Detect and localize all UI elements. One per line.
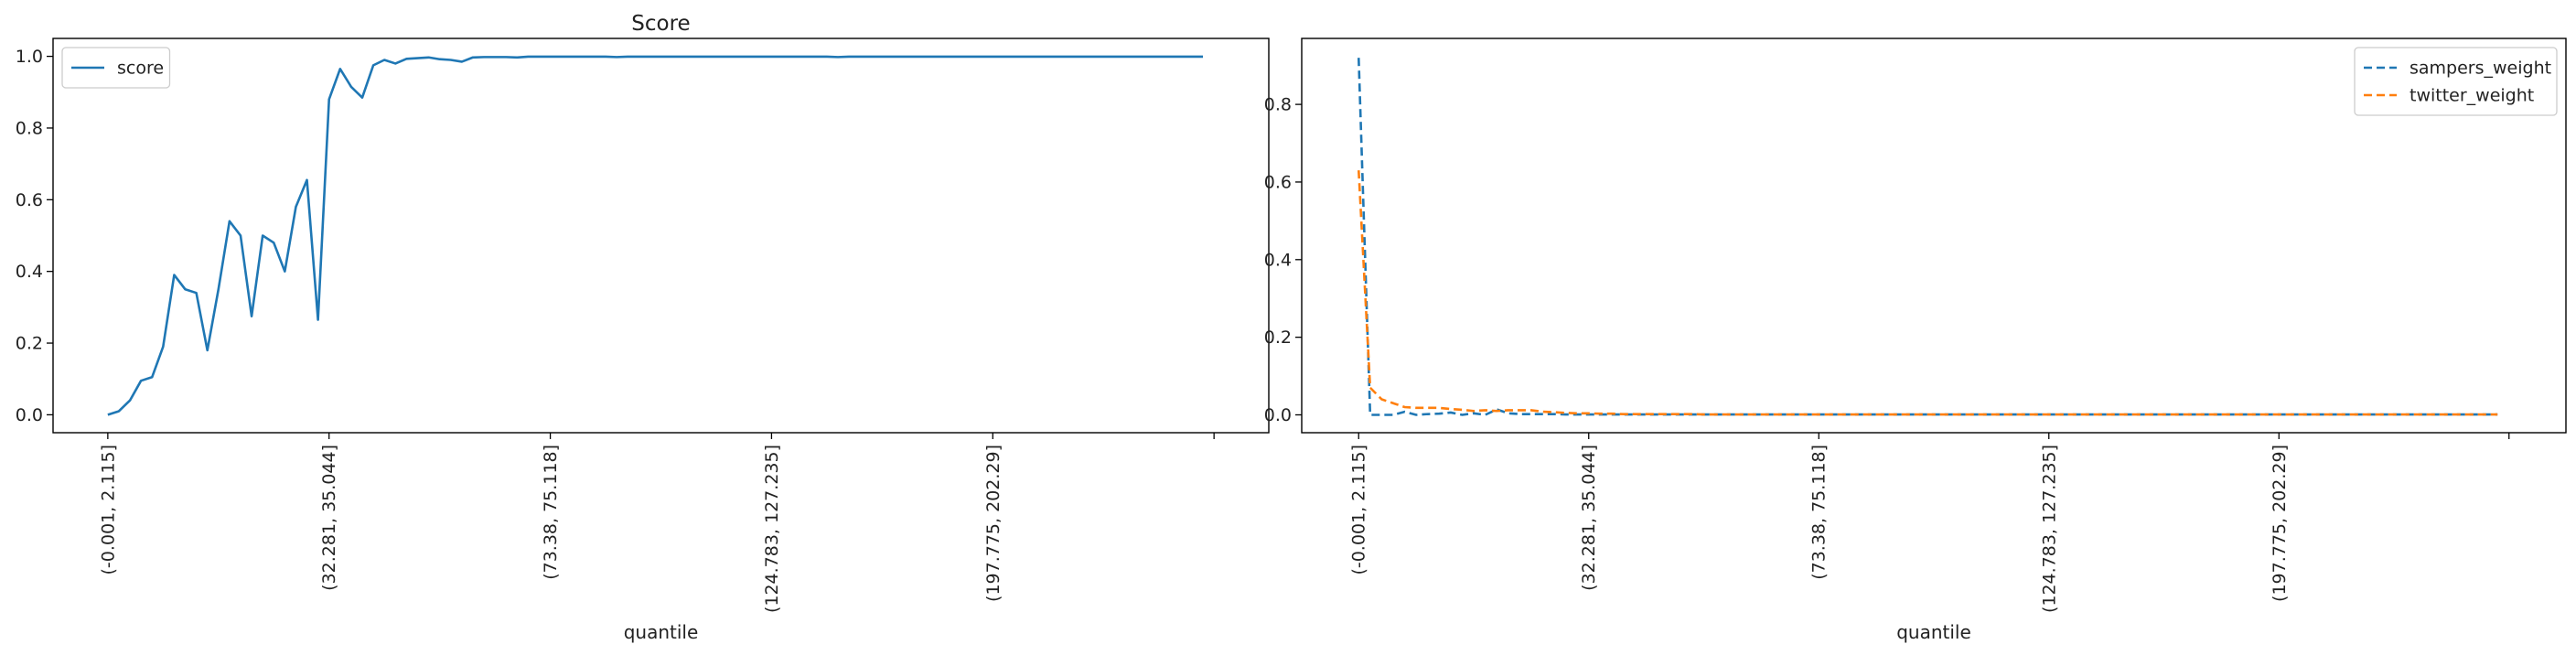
x-tick-label: (124.783, 127.235] bbox=[2039, 445, 2059, 613]
legend: sampers_weight twitter_weight bbox=[2354, 47, 2558, 116]
axes-frame bbox=[1301, 38, 2567, 434]
y-tick-label: 0.6 bbox=[1264, 172, 1292, 192]
score-chart: Score 0.0 0.2 0.4 0.6 0.8 1.0 (-0.001, 2.115] (3… bbox=[16, 12, 1270, 643]
y-tick-label: 0.0 bbox=[16, 405, 43, 425]
legend-box bbox=[2354, 47, 2558, 116]
x-tick-label: (32.281, 35.044] bbox=[319, 445, 339, 591]
series-line-score bbox=[107, 55, 1204, 416]
y-tick-label: 0.8 bbox=[16, 118, 43, 138]
weights-chart: 0.0 0.2 0.4 0.6 0.8 (-0.001, 2.115] (32.281, 3… bbox=[1264, 38, 2567, 643]
x-tick-label: (124.783, 127.235] bbox=[762, 445, 782, 613]
x-tick-label: (-0.001, 2.115] bbox=[98, 445, 118, 575]
legend-label-sampers-weight: sampers_weight bbox=[2410, 59, 2551, 79]
y-tick-label: 0.6 bbox=[16, 190, 43, 210]
legend-box bbox=[61, 47, 171, 89]
y-tick-label: 0.8 bbox=[1264, 95, 1292, 115]
axes-frame bbox=[52, 38, 1270, 434]
y-tick-label: 0.2 bbox=[16, 334, 43, 354]
legend-label-score: score bbox=[117, 59, 164, 79]
y-tick-label: 0.2 bbox=[1264, 328, 1292, 348]
y-tick-label: 0.0 bbox=[1264, 405, 1292, 425]
x-tick-label: (73.38, 75.118] bbox=[1809, 445, 1830, 580]
x-axis-title: quantile bbox=[1896, 621, 1971, 643]
series-line-sampers-weight bbox=[1357, 58, 2498, 416]
x-tick-label: (-0.001, 2.115] bbox=[1349, 445, 1369, 575]
x-tick-label: (32.281, 35.044] bbox=[1579, 445, 1599, 591]
x-axis-title: quantile bbox=[624, 621, 699, 643]
x-tick-label: (197.775, 202.29] bbox=[2270, 445, 2290, 602]
chart-title: Score bbox=[631, 12, 690, 36]
legend-label-twitter-weight: twitter_weight bbox=[2410, 86, 2534, 106]
legend: score bbox=[61, 47, 171, 89]
series-line-twitter-weight bbox=[1357, 170, 2498, 416]
y-tick-label: 1.0 bbox=[16, 47, 43, 67]
y-tick-label: 0.4 bbox=[1264, 250, 1292, 270]
y-tick-label: 0.4 bbox=[16, 262, 43, 282]
x-tick-label: (197.775, 202.29] bbox=[983, 445, 1004, 602]
x-tick-label: (73.38, 75.118] bbox=[541, 445, 561, 580]
